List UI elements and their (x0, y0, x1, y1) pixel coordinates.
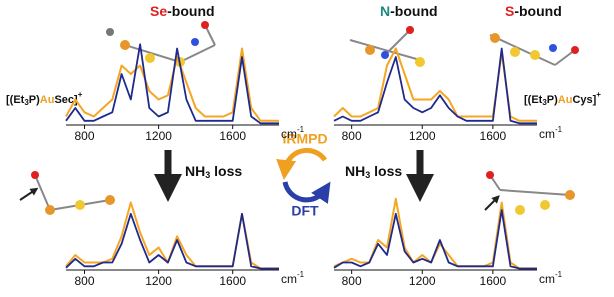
x-tick-label: 800 (342, 129, 362, 143)
t: P) (547, 94, 558, 106)
label: Se-bound (150, 3, 215, 19)
unit-sup: -1 (555, 270, 563, 279)
t: + (78, 90, 83, 99)
x-tick-label: 1200 (409, 274, 436, 288)
molecule (486, 171, 575, 215)
text: -bound (390, 3, 437, 19)
t: NH (345, 163, 365, 179)
t: Cys] (572, 94, 596, 106)
t: loss (210, 163, 242, 179)
spectrum (66, 214, 279, 269)
legend-dft: DFT (291, 203, 319, 219)
unit: cm (539, 272, 555, 286)
arrow (485, 198, 497, 210)
atom: N (380, 3, 390, 19)
page: Se-bound N-bound S-bound [(Et3P)AuSec]+ … (0, 0, 614, 297)
t: Au (558, 94, 573, 106)
x-tick-label: 1600 (480, 129, 507, 143)
molecule (106, 21, 215, 67)
spectrum (334, 210, 537, 269)
unit: cm (281, 272, 297, 286)
t: P) (29, 94, 40, 106)
unit-sup: -1 (555, 125, 563, 134)
arrow (20, 190, 35, 200)
text: -bound (514, 3, 561, 19)
spectrum-panel: 800 1200 1600 cm-1 (334, 199, 563, 288)
cycle-arrow (285, 182, 325, 200)
spectrum-panel: 800 1200 1600 cm-1 (66, 203, 305, 289)
x-tick-label: 800 (342, 274, 362, 288)
spectrum (334, 49, 537, 124)
t: [(Et (6, 94, 25, 106)
x-tick-label: 1200 (409, 129, 436, 143)
molecule (350, 26, 425, 67)
compound: [(Et3P)AuCys]+ (524, 90, 601, 107)
x-tick-label: 1200 (145, 129, 172, 143)
x-tick-label: 1600 (480, 274, 507, 288)
x-tick-label: 800 (75, 274, 95, 288)
unit-sup: -1 (297, 270, 305, 279)
text: -bound (167, 3, 214, 19)
spectrum (66, 203, 279, 269)
unit: cm (281, 127, 297, 141)
t: NH (185, 163, 205, 179)
label: N-bound (380, 3, 438, 19)
figure: Se-bound N-bound S-bound [(Et3P)AuSec]+ … (0, 0, 614, 297)
t: loss (370, 163, 402, 179)
label: S-bound (505, 3, 562, 19)
t: Au (40, 94, 55, 106)
x-tick-label: 800 (75, 129, 95, 143)
cycle-arrow (285, 150, 325, 170)
x-axis-label: cm-1 (539, 270, 563, 286)
atom: Se (150, 3, 167, 19)
t: + (596, 90, 601, 99)
molecule (31, 171, 115, 215)
x-tick-label: 1600 (219, 129, 246, 143)
atom: S (505, 3, 514, 19)
label: NH3 loss (185, 163, 242, 181)
x-tick-label: 1600 (219, 274, 246, 288)
t: [(Et (524, 94, 543, 106)
spectrum (334, 199, 537, 269)
compound: [(Et3P)AuSec]+ (6, 90, 83, 107)
x-axis-label: cm-1 (281, 270, 305, 286)
unit-sup: -1 (297, 125, 305, 134)
x-axis-label: cm-1 (539, 125, 563, 141)
label: NH3 loss (345, 163, 402, 181)
x-tick-label: 1200 (145, 274, 172, 288)
unit: cm (539, 127, 555, 141)
